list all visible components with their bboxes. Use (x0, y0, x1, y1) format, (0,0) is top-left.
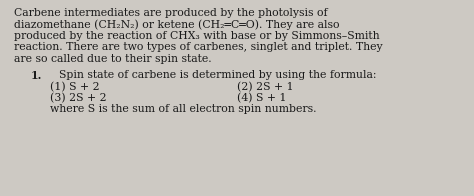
Text: (3) 2S + 2: (3) 2S + 2 (50, 93, 106, 103)
Text: 1.: 1. (31, 70, 42, 81)
Text: diazomethane (CH₂N₂) or ketene (CH₂═C═O). They are also: diazomethane (CH₂N₂) or ketene (CH₂═C═O)… (14, 19, 340, 30)
Text: are so called due to their spin state.: are so called due to their spin state. (14, 54, 212, 64)
Text: reaction. There are two types of carbenes, singlet and triplet. They: reaction. There are two types of carbene… (14, 42, 383, 52)
Text: where S is the sum of all electron spin numbers.: where S is the sum of all electron spin … (50, 104, 316, 114)
Text: produced by the reaction of CHX₃ with base or by Simmons–Smith: produced by the reaction of CHX₃ with ba… (14, 31, 380, 41)
Text: Spin state of carbene is determined by using the formula:: Spin state of carbene is determined by u… (59, 70, 377, 80)
Text: (1) S + 2: (1) S + 2 (50, 82, 100, 92)
Text: (2) 2S + 1: (2) 2S + 1 (237, 82, 293, 92)
Text: (4) S + 1: (4) S + 1 (237, 93, 286, 103)
Text: Carbene intermediates are produced by the photolysis of: Carbene intermediates are produced by th… (14, 8, 328, 18)
